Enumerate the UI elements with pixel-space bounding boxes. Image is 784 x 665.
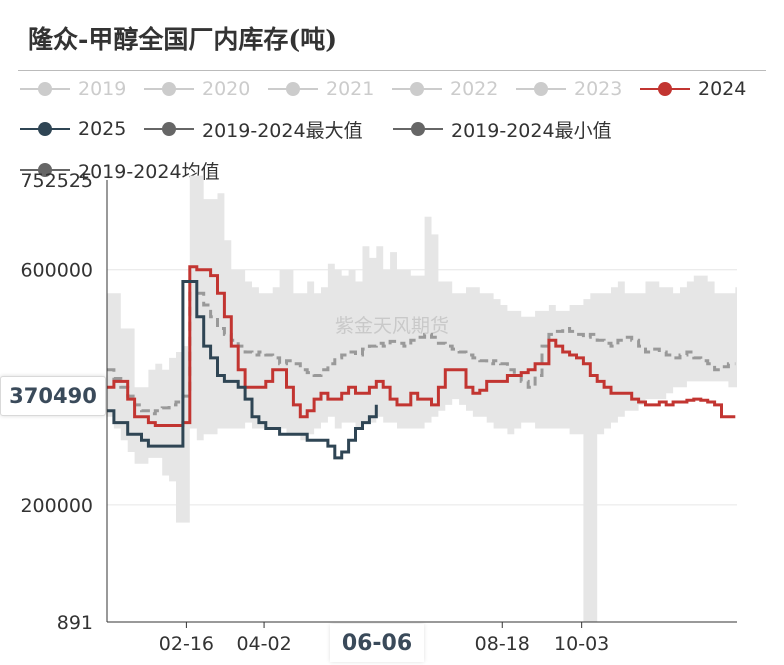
legend-marker-icon: [20, 82, 70, 96]
legend-label: 2025: [78, 118, 127, 140]
legend-item-2021[interactable]: 2021: [268, 74, 374, 104]
legend-label: 2019-2024最小值: [451, 119, 612, 142]
legend-label: 2024: [698, 78, 747, 100]
legend-marker-icon: [640, 82, 690, 96]
legend-label: 2019-2024均值: [78, 160, 220, 183]
watermark: 紫金天风期货: [335, 315, 449, 337]
legend-label: 2022: [450, 78, 499, 100]
legend-label: 2019: [78, 78, 127, 100]
legend-item-2024[interactable]: 2024: [640, 74, 746, 104]
legend-label: 2019-2024最大值: [202, 119, 363, 142]
axes: [106, 180, 737, 628]
tick-labels: 752525 600000 200000 891 02-16 04-02 08-18 10-0…: [20, 170, 609, 655]
legend-item-2022[interactable]: 2022: [392, 74, 498, 104]
legend-item-2023[interactable]: 2023: [516, 74, 622, 104]
x-tick-label: 10-03: [554, 633, 609, 655]
x-tick-label: 08-18: [475, 633, 530, 655]
legend-marker-icon: [393, 122, 443, 136]
y-axis-pointer-label: 370490: [0, 376, 106, 416]
legend-marker-icon: [268, 82, 318, 96]
legend-item-max[interactable]: 2019-2024最大值: [144, 114, 363, 144]
y-tick-label: 891: [57, 612, 93, 634]
legend-marker-icon: [516, 82, 566, 96]
x-tick-label: 04-02: [236, 633, 291, 655]
legend-marker-icon: [20, 163, 70, 177]
series-lines: [107, 265, 736, 460]
legend-label: 2021: [326, 78, 375, 100]
chart-title: 隆众-甲醇全国厂内库存(吨): [28, 25, 338, 54]
legend-item-2020[interactable]: 2020: [144, 74, 250, 104]
legend-item-min[interactable]: 2019-2024最小值: [393, 114, 612, 144]
legend-label: 2020: [202, 78, 251, 100]
legend-item-avg[interactable]: 2019-2024均值: [20, 155, 220, 185]
legend-item-2019[interactable]: 2019: [20, 74, 126, 104]
legend: 2019 2020 2021 2022 2023 2024 2025 2019-…: [20, 74, 780, 186]
title-divider: [18, 70, 766, 71]
y-tick-label: 200000: [20, 495, 93, 517]
x-axis-pointer-label: 06-06: [330, 624, 424, 662]
legend-marker-icon: [144, 122, 194, 136]
series-line-2025: [107, 280, 378, 460]
y-tick-label: 600000: [20, 260, 93, 282]
legend-marker-icon: [144, 82, 194, 96]
y-tick-label: 752525: [20, 170, 93, 192]
series-line-2024: [107, 265, 736, 427]
legend-marker-icon: [392, 82, 442, 96]
x-tick-label: 02-16: [159, 633, 214, 655]
legend-label: 2023: [574, 78, 623, 100]
series-line-avg: [107, 291, 736, 416]
legend-item-2025[interactable]: 2025: [20, 114, 126, 144]
legend-marker-icon: [20, 122, 70, 136]
